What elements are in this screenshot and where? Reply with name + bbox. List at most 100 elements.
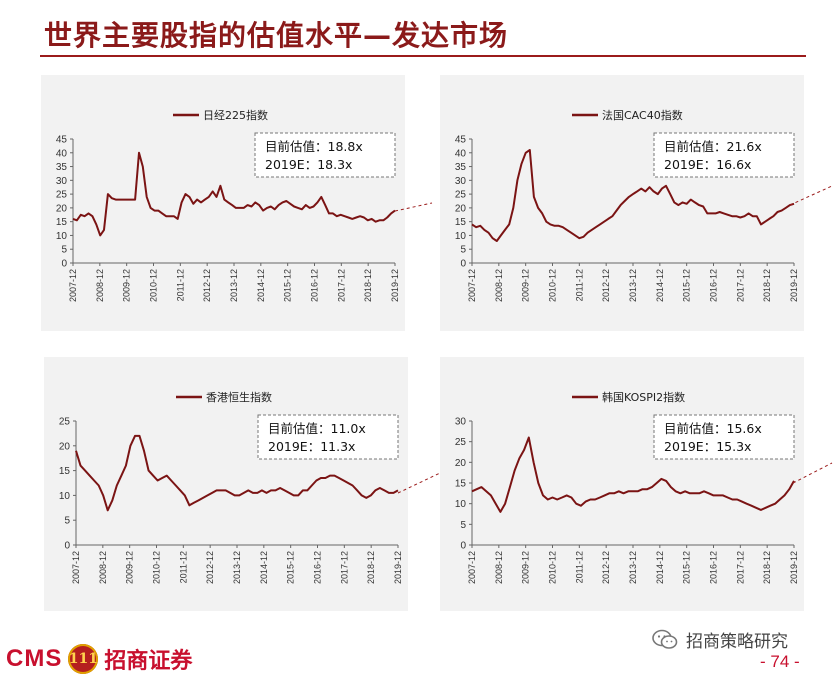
page-number: - 74 - [760, 652, 800, 671]
chart-panel-nikkei: 0 5 10 15 20 25 30 35 40 45 2007-12 2008-12 2009-12 2… [41, 75, 405, 331]
x-tick-label: 2014-12 [655, 551, 665, 584]
chart-svg: 0 5 10 15 20 25 30 35 40 45 2007-12 2008-12 2009-12 2… [455, 108, 799, 302]
y-tick-label: 0 [64, 541, 70, 552]
y-tick-label: 40 [56, 148, 68, 159]
y-tick-label: 30 [56, 176, 68, 187]
x-tick-label: 2018-12 [762, 269, 772, 302]
x-tick-label: 2008-12 [98, 551, 108, 584]
x-tick-label: 2007-12 [71, 551, 81, 584]
valuation-box [257, 414, 399, 460]
current-valuation-label: 目前估值：15.6x [664, 421, 762, 436]
y-tick-label: 30 [455, 176, 467, 187]
x-tick-label: 2019-12 [789, 269, 799, 302]
x-tick-label: 2010-12 [152, 551, 162, 584]
y-tick-label: 45 [56, 135, 68, 146]
x-tick-label: 2018-12 [762, 551, 772, 584]
y-tick-label: 30 [455, 417, 467, 428]
y-tick-label: 0 [460, 541, 466, 552]
x-tick-label: 2016-12 [709, 269, 719, 302]
x-tick-label: 2013-12 [229, 269, 239, 302]
y-tick-label: 5 [460, 520, 466, 531]
x-tick-label: 2013-12 [628, 551, 638, 584]
x-tick-label: 2017-12 [735, 269, 745, 302]
valuation-box [653, 132, 795, 178]
x-tick-label: 2011-12 [574, 551, 584, 583]
legend-label: 法国CAC40指数 [602, 108, 683, 122]
y-tick-label: 15 [455, 217, 467, 228]
y-tick-label: 20 [59, 441, 71, 452]
wechat-icon [652, 629, 678, 649]
y-tick-label: 25 [59, 417, 71, 428]
y-tick-label: 10 [56, 231, 68, 242]
x-tick-label: 2015-12 [682, 269, 692, 302]
x-tick-label: 2013-12 [628, 269, 638, 302]
x-tick-label: 2007-12 [467, 551, 477, 584]
brand-logo: CMS 111 招商证券 [6, 644, 192, 674]
x-tick-label: 2009-12 [521, 269, 531, 302]
current-valuation-label: 目前估值：21.6x [664, 139, 762, 154]
y-tick-label: 40 [455, 148, 467, 159]
y-tick-label: 15 [59, 466, 71, 477]
legend-label: 日经225指数 [203, 108, 268, 122]
y-tick-label: 20 [455, 458, 467, 469]
forecast-valuation-label: 2019E：15.3x [664, 439, 751, 454]
x-tick-label: 2012-12 [601, 551, 611, 584]
x-tick-label: 2010-12 [548, 269, 558, 302]
x-tick-label: 2016-12 [313, 551, 323, 584]
forecast-valuation-label: 2019E：16.6x [664, 157, 751, 172]
y-tick-label: 5 [64, 516, 70, 527]
x-tick-label: 2008-12 [95, 269, 105, 302]
x-tick-label: 2012-12 [202, 269, 212, 302]
x-tick-label: 2008-12 [494, 269, 504, 302]
y-tick-label: 5 [460, 245, 466, 256]
x-tick-label: 2009-12 [122, 269, 132, 302]
wechat-account-name: 招商策略研究 [686, 632, 788, 652]
y-tick-label: 10 [455, 499, 467, 510]
x-tick-label: 2016-12 [310, 269, 320, 302]
x-tick-label: 2019-12 [789, 551, 799, 584]
x-tick-label: 2011-12 [574, 269, 584, 301]
x-tick-label: 2015-12 [286, 551, 296, 584]
y-tick-label: 10 [59, 491, 71, 502]
x-tick-label: 2014-12 [256, 269, 266, 302]
chart-panel-cac40: 0 5 10 15 20 25 30 35 40 45 2007-12 2008-12 2009-12 2… [440, 75, 804, 331]
y-tick-label: 35 [56, 162, 68, 173]
x-tick-label: 2012-12 [205, 551, 215, 584]
y-tick-label: 0 [460, 259, 466, 270]
x-tick-label: 2010-12 [548, 551, 558, 584]
page-title: 世界主要股指的估值水平—发达市场 [44, 19, 509, 52]
x-tick-label: 2007-12 [467, 269, 477, 302]
y-tick-label: 20 [56, 203, 68, 214]
x-tick-label: 2015-12 [283, 269, 293, 302]
brand-latin: CMS [6, 645, 63, 672]
x-tick-label: 2017-12 [735, 551, 745, 584]
valuation-box [653, 414, 795, 460]
y-tick-label: 35 [455, 162, 467, 173]
y-tick-label: 25 [455, 437, 467, 448]
chart-svg: 0 5 10 15 20 25 2007-12 2008-12 2009-12 2010-12 20… [59, 390, 403, 584]
forecast-valuation-label: 2019E：11.3x [268, 439, 355, 454]
x-tick-label: 2017-12 [339, 551, 349, 584]
y-tick-label: 25 [455, 190, 467, 201]
forecast-valuation-label: 2019E：18.3x [265, 157, 352, 172]
series-line [72, 151, 396, 237]
chart-panel-kospi: 0 5 10 15 20 25 30 2007-12 2008-12 2009-12 2010-12… [440, 357, 804, 611]
valuation-box [254, 132, 396, 178]
brand-name: 招商证券 [104, 649, 193, 674]
series-line [471, 149, 795, 242]
series-line [471, 436, 795, 513]
x-tick-label: 2012-12 [601, 269, 611, 302]
y-tick-label: 15 [56, 217, 68, 228]
x-tick-label: 2011-12 [178, 551, 188, 583]
x-tick-label: 2013-12 [232, 551, 242, 584]
x-tick-label: 2014-12 [259, 551, 269, 584]
legend-label: 韩国KOSPI2指数 [602, 390, 685, 404]
y-tick-label: 25 [56, 190, 68, 201]
brand-coin-icon: 111 [68, 644, 99, 674]
x-tick-label: 2010-12 [149, 269, 159, 302]
current-valuation-label: 目前估值：18.8x [265, 139, 363, 154]
y-tick-label: 10 [455, 231, 467, 242]
y-tick-label: 5 [61, 245, 67, 256]
x-tick-label: 2016-12 [709, 551, 719, 584]
y-tick-label: 0 [61, 259, 67, 270]
